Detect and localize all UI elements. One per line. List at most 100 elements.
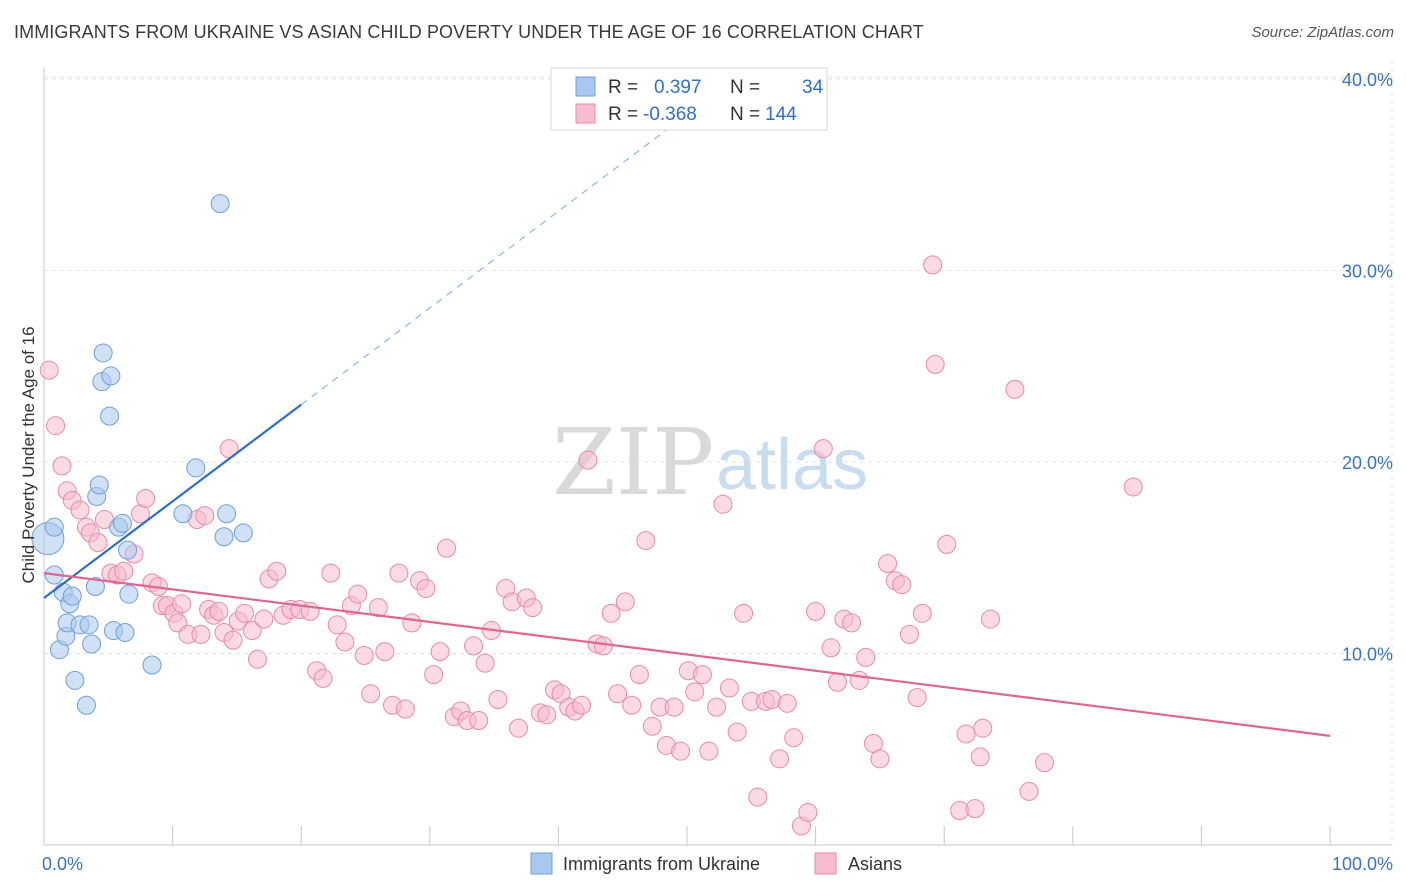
watermark-zip: ZIP [552, 409, 714, 516]
legend-n-label: N = [730, 104, 760, 125]
point-asians [39, 360, 59, 380]
legend-n-value: 34 [802, 77, 824, 98]
point-asians [980, 609, 1000, 629]
point-asians [172, 594, 192, 614]
point-asians [354, 645, 374, 665]
point-asians [537, 705, 557, 725]
point-asians [424, 665, 444, 685]
point-asians [622, 695, 642, 715]
point-asians [937, 534, 957, 554]
point-asians [784, 728, 804, 748]
point-ukraine [112, 513, 132, 533]
trend-line-ukraine-extension [300, 114, 688, 406]
point-ukraine [100, 406, 120, 426]
grid-lines [44, 60, 1393, 845]
point-asians [191, 624, 211, 644]
point-ukraine [44, 517, 64, 537]
point-asians [321, 563, 341, 583]
point-asians [770, 749, 790, 769]
point-asians [375, 642, 395, 662]
trend-line-asians [43, 572, 1331, 737]
point-asians [692, 665, 712, 685]
trend-lines [43, 114, 1331, 737]
point-asians [195, 506, 215, 526]
point-asians [1035, 753, 1055, 773]
legend-r-value: 0.397 [654, 77, 702, 98]
point-asians [727, 722, 747, 742]
data-points [31, 194, 1143, 836]
point-asians [777, 693, 797, 713]
point-ukraine [101, 366, 121, 386]
point-ukraine [76, 695, 96, 715]
point-asians [970, 747, 990, 767]
point-asians [870, 749, 890, 769]
legend-box: R = 0.397 N = 34 R = -0.368 N = 144 [550, 67, 828, 131]
point-asians [361, 684, 381, 704]
legend-r-label: R = [608, 77, 638, 98]
point-ukraine [93, 343, 113, 363]
point-asians [88, 532, 108, 552]
legend-r-value: -0.368 [643, 104, 697, 125]
point-asians [965, 799, 985, 819]
point-asians [348, 584, 368, 604]
point-asians [313, 668, 333, 688]
point-asians [842, 613, 862, 633]
point-ukraine [119, 584, 139, 604]
bottom-legend-label-ukraine: Immigrants from Ukraine [563, 854, 760, 874]
y-tick-label: 20.0% [1342, 453, 1393, 473]
point-asians [707, 697, 727, 717]
point-asians [509, 718, 529, 738]
trend-line-ukraine [43, 403, 302, 599]
bottom-legend-label-asians: Asians [848, 854, 902, 874]
point-ukraine [214, 527, 234, 547]
point-asians [523, 598, 543, 618]
point-asians [956, 724, 976, 744]
point-asians [52, 456, 72, 476]
point-asians [907, 688, 927, 708]
point-ukraine [233, 523, 253, 543]
point-asians [608, 684, 628, 704]
legend-swatch-asians [575, 103, 596, 124]
point-asians [437, 538, 457, 558]
point-asians [475, 653, 495, 673]
point-ukraine [186, 458, 206, 478]
point-asians [973, 718, 993, 738]
point-asians [416, 578, 436, 598]
point-asians [734, 603, 754, 623]
point-asians [327, 615, 347, 635]
point-asians [395, 699, 415, 719]
point-ukraine [210, 194, 230, 214]
point-asians [267, 561, 287, 581]
point-asians [615, 592, 635, 612]
y-axis-title: Child Poverty Under the Age of 16 [19, 326, 38, 583]
point-asians [798, 802, 818, 822]
point-asians [242, 621, 262, 641]
bottom-legend: Immigrants from Ukraine Asians [530, 852, 902, 875]
point-asians [1005, 379, 1025, 399]
point-asians [713, 494, 733, 514]
point-asians [368, 598, 388, 618]
point-asians [748, 787, 768, 807]
legend-swatch-ukraine [575, 76, 596, 97]
point-asians [923, 255, 943, 275]
point-ukraine [82, 634, 102, 654]
point-ukraine [89, 475, 109, 495]
point-asians [1123, 477, 1143, 497]
watermark: ZIP atlas [552, 409, 868, 516]
point-asians [636, 531, 656, 551]
x-tick-label: 0.0% [42, 854, 83, 874]
point-asians [464, 636, 484, 656]
point-asians [593, 636, 613, 656]
point-asians [209, 601, 229, 621]
point-ukraine [79, 615, 99, 635]
point-asians [878, 554, 898, 574]
point-asians [827, 672, 847, 692]
legend-row-ukraine: R = 0.397 N = 34 [575, 76, 824, 98]
point-asians [578, 450, 598, 470]
point-asians [719, 678, 739, 698]
point-asians [601, 603, 621, 623]
legend-n-label: N = [730, 77, 760, 98]
y-tick-label: 30.0% [1342, 262, 1393, 282]
point-asians [664, 697, 684, 717]
